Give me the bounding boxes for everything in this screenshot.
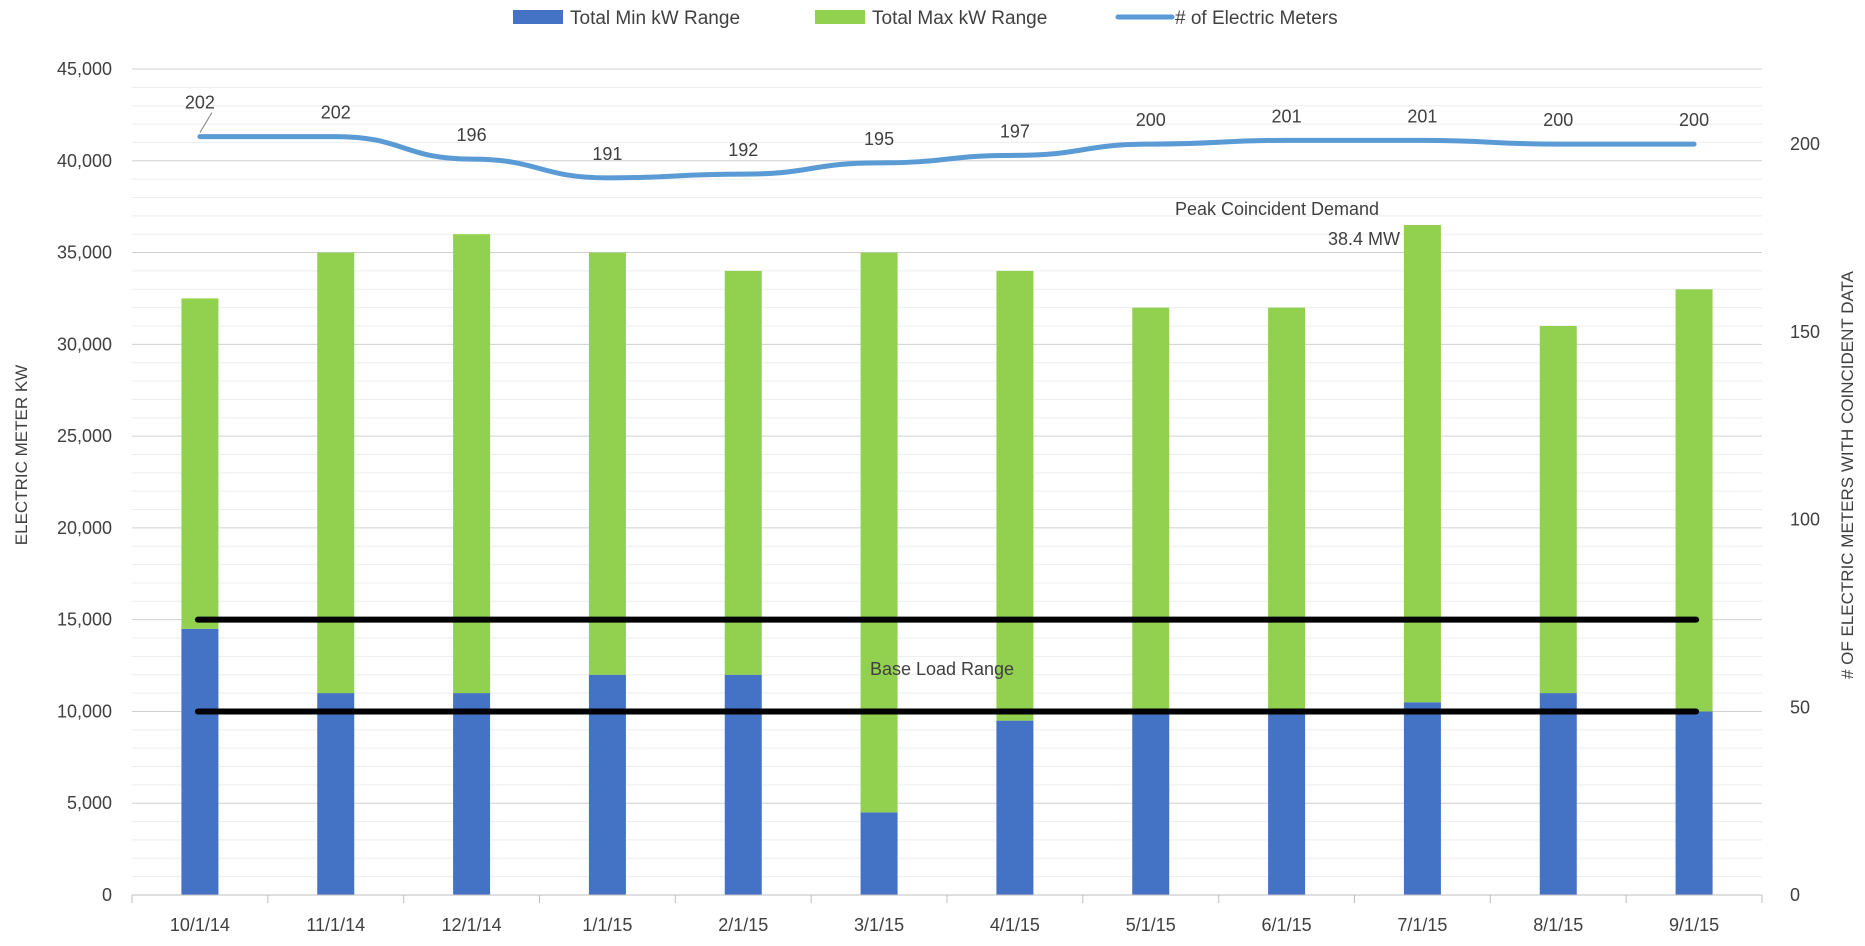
y-tick-label: 0 [102,885,112,905]
bar-min-kw [1675,711,1713,895]
y-tick-label: 20,000 [57,518,112,538]
bar-min-kw [724,674,762,895]
y-tick-label: 10,000 [57,701,112,721]
right-axis-title: # OF ELECTRIC METERS WITH COINCIDENT DAT… [1838,270,1857,679]
data-label-leader [199,112,213,133]
y-tick-label: 45,000 [57,59,112,79]
x-tick-label: 5/1/15 [1126,915,1176,935]
bar-min-kw [1539,693,1577,895]
axes-group: 0 5,000 10,000 15,000 20,000 25,000 30,000 35,0… [57,59,1820,935]
y2-tick-label: 0 [1790,885,1800,905]
bars-group [181,225,1713,895]
base-load-annotation: Base Load Range [870,659,1014,679]
meters-line [197,134,1697,181]
x-tick-label: 10/1/14 [170,915,230,935]
meters-line-group [197,134,1697,181]
bar-min-kw [1132,711,1170,895]
y2-tick-label: 200 [1790,134,1820,154]
y-tick-label: 40,000 [57,151,112,171]
bar-min-kw [317,693,355,895]
meters-data-label: 200 [1679,110,1709,130]
x-tick-label: 12/1/14 [442,915,502,935]
meters-data-label: 202 [185,93,215,113]
y-tick-label: 15,000 [57,610,112,630]
bar-min-kw [996,720,1034,895]
bar-min-kw [1268,711,1306,895]
peak-demand-annotation-line2: 38.4 MW [1328,229,1400,249]
bar-max-kw [1268,307,1306,712]
peak-demand-annotation-line1: Peak Coincident Demand [1175,199,1379,219]
bar-min-kw [588,674,626,895]
left-axis-title: ELECTRIC METER KW [12,365,31,545]
x-tick-label: 8/1/15 [1533,915,1583,935]
meters-data-label: 202 [321,103,351,123]
x-tick-label: 9/1/15 [1669,915,1719,935]
meters-data-label: 191 [592,144,622,164]
y-tick-label: 35,000 [57,243,112,263]
x-tick-label: 4/1/15 [990,915,1040,935]
bar-max-kw [181,298,219,629]
meters-data-label: 196 [457,125,487,145]
legend-label-max: Total Max kW Range [872,8,1047,29]
reference-lines [194,616,1700,715]
minor-gridlines [132,86,1762,878]
y2-tick-label: 50 [1790,697,1810,717]
bar-max-kw [453,234,491,694]
meters-data-label: 201 [1407,106,1437,126]
y-tick-label: 5,000 [67,793,112,813]
meters-data-label: 195 [864,129,894,149]
bar-max-kw [1403,225,1441,703]
bar-max-kw [317,252,355,694]
bar-max-kw [724,270,762,675]
bar-min-kw [1403,702,1441,895]
meters-data-label: 201 [1272,106,1302,126]
data-labels-group: 202 202 196 191 192 195 197 200 201 201 200 200 [185,93,1709,164]
y2-tick-label: 150 [1790,322,1820,342]
meters-data-label: 197 [1000,121,1030,141]
meters-data-label: 192 [728,140,758,160]
bar-max-kw [860,252,898,813]
legend-swatch-min [513,10,563,24]
x-tick-label: 1/1/15 [582,915,632,935]
legend-label-min: Total Min kW Range [570,8,740,29]
bar-max-kw [1132,307,1170,712]
x-tick-label: 6/1/15 [1262,915,1312,935]
x-tick-label: 11/1/14 [306,915,365,935]
y2-tick-label: 100 [1790,510,1820,530]
x-tick-label: 7/1/15 [1397,915,1447,935]
meters-data-label: 200 [1136,110,1166,130]
x-tick-label: 3/1/15 [854,915,904,935]
legend-label-meters: # of Electric Meters [1175,8,1338,29]
meters-data-label: 200 [1543,110,1573,130]
y-tick-label: 25,000 [57,426,112,446]
bar-max-kw [588,252,626,675]
bar-min-kw [860,812,898,895]
bar-max-kw [1539,325,1577,694]
bar-max-kw [996,270,1034,721]
y-tick-label: 30,000 [57,334,112,354]
x-tick-label: 2/1/15 [718,915,768,935]
bar-min-kw [181,628,219,895]
legend-swatch-max [815,10,865,24]
bar-min-kw [453,693,491,895]
legend: Total Min kW Range Total Max kW Range # … [513,8,1338,29]
bar-max-kw [1675,289,1713,712]
